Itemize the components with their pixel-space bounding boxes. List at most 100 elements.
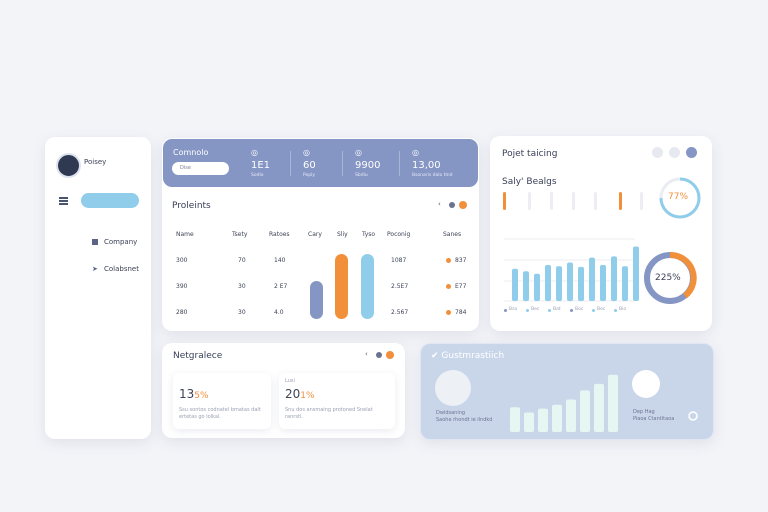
icon: ➤ (92, 265, 98, 273)
bar (556, 266, 562, 301)
gauge-label: 77% (668, 192, 689, 202)
stat-icon: ◎ (251, 148, 258, 157)
project-subtitle: Saly' Bealgs (502, 177, 557, 187)
stat-icon: ◎ (303, 148, 310, 157)
bar (510, 407, 520, 432)
cell: 2.567 (391, 309, 409, 316)
project-chart (503, 177, 701, 304)
bar (512, 268, 518, 301)
legend-label: Bat (553, 307, 561, 312)
stat-value: 60 (303, 160, 316, 171)
cell: 4.0 (274, 309, 284, 316)
column-header: Name (176, 231, 194, 238)
table-bars (310, 254, 374, 319)
side-label: Dep Hag (633, 409, 655, 415)
header-title: Comnolo (173, 148, 209, 157)
stat-icon: ◎ (355, 148, 362, 157)
stat-box: 135% Ssu sontos codnatel bmatas dalt ert… (173, 373, 271, 429)
divider (290, 151, 291, 176)
nav-item[interactable]: Colabsnet (104, 265, 139, 273)
stat-number: 20 (285, 387, 301, 401)
user-note: Saohe rhondt ie ilndkd (436, 417, 493, 423)
cell: 70 (238, 257, 246, 264)
search-box[interactable]: Dise (172, 162, 229, 175)
user-name: Poisey (84, 158, 107, 166)
stat-value: 1E1 (251, 160, 271, 171)
stat-unit: 5% (194, 391, 209, 401)
table-title: Proleints (172, 201, 211, 211)
column-header: Tsety (232, 231, 248, 238)
cell: 30 (238, 309, 246, 316)
search-text: Dise (180, 165, 191, 171)
icon[interactable] (652, 147, 663, 158)
icon[interactable] (669, 147, 680, 158)
cell: 837 (455, 257, 467, 264)
bar (608, 374, 618, 432)
decor-bar (335, 254, 348, 319)
cell: 390 (176, 283, 188, 290)
legend-dot (614, 309, 617, 312)
bar (534, 273, 540, 301)
stat-label: Sodlo (251, 173, 264, 178)
icon (92, 239, 98, 245)
cell: 280 (176, 309, 188, 316)
icon[interactable] (386, 351, 394, 359)
cell: 300 (176, 257, 188, 264)
card-title: Netgralece (173, 351, 223, 361)
bar (580, 390, 590, 432)
cell: E77 (455, 283, 467, 290)
card-title: ✔ Gustmrastiich (431, 351, 505, 361)
cell: 784 (455, 309, 467, 316)
bar (589, 257, 595, 301)
header-bar: Comnolo Dise ◎ 1E1 Sodlo ◎ 60 Poply ◎ 9900 Sbdlu… (163, 139, 478, 187)
stat-value: 201% (285, 387, 315, 401)
stat-value: 9900 (355, 160, 381, 171)
icon[interactable] (459, 201, 467, 209)
bar (633, 246, 639, 301)
stat-number: 13 (179, 387, 195, 401)
nav-pill[interactable] (81, 193, 139, 208)
bar (523, 271, 529, 301)
stat-label: Bsonaris dalo tlnd (412, 173, 453, 178)
stat-label: Poply (303, 173, 316, 178)
side-note: Piaoa Ctantitaoa (633, 416, 675, 422)
legend-label: Bec (531, 307, 540, 312)
icon[interactable]: ‹ (438, 200, 441, 208)
stat-value: 13,00 (412, 160, 441, 171)
column-header: Tyso (362, 231, 376, 238)
bar (611, 256, 617, 301)
decor-bar (361, 254, 374, 319)
cell: 140 (274, 257, 286, 264)
bar (567, 262, 573, 301)
icon[interactable] (686, 147, 697, 158)
legend-label: Bec (597, 307, 606, 312)
customer-chart (510, 370, 698, 432)
nav-item[interactable]: Company (104, 238, 138, 246)
decor-bar (310, 281, 323, 319)
cell: 2.5E7 (391, 283, 409, 290)
menu-icon[interactable] (59, 197, 68, 199)
stat-unit: 1% (300, 391, 315, 401)
status-dot (446, 258, 451, 263)
divider (399, 151, 400, 176)
avatar (56, 153, 81, 178)
bar (524, 412, 534, 432)
stat-label: Sbdlu (355, 173, 368, 178)
status-dot (446, 310, 451, 315)
status-dot (446, 284, 451, 289)
bar (578, 266, 584, 301)
stat-label: Lusi (285, 378, 295, 384)
cell: 1087 (391, 257, 407, 264)
stat-box: Lusi 201% Snu dos ansmaing protoned Snel… (279, 373, 395, 429)
project-card: Pojet taicing Saly' Bealgs 77% 225% Bsa B… (490, 136, 712, 331)
bar (622, 266, 628, 301)
icon[interactable]: ‹ (365, 350, 368, 358)
legend-label: Bsa (509, 307, 518, 312)
title-text: Gustmrastiich (441, 351, 505, 361)
column-header: Ratoes (269, 231, 290, 238)
cell: 30 (238, 283, 246, 290)
icon[interactable] (376, 352, 382, 358)
donut-label: 225% (655, 273, 681, 283)
column-header: Sanes (443, 231, 462, 238)
icon[interactable] (449, 202, 455, 208)
